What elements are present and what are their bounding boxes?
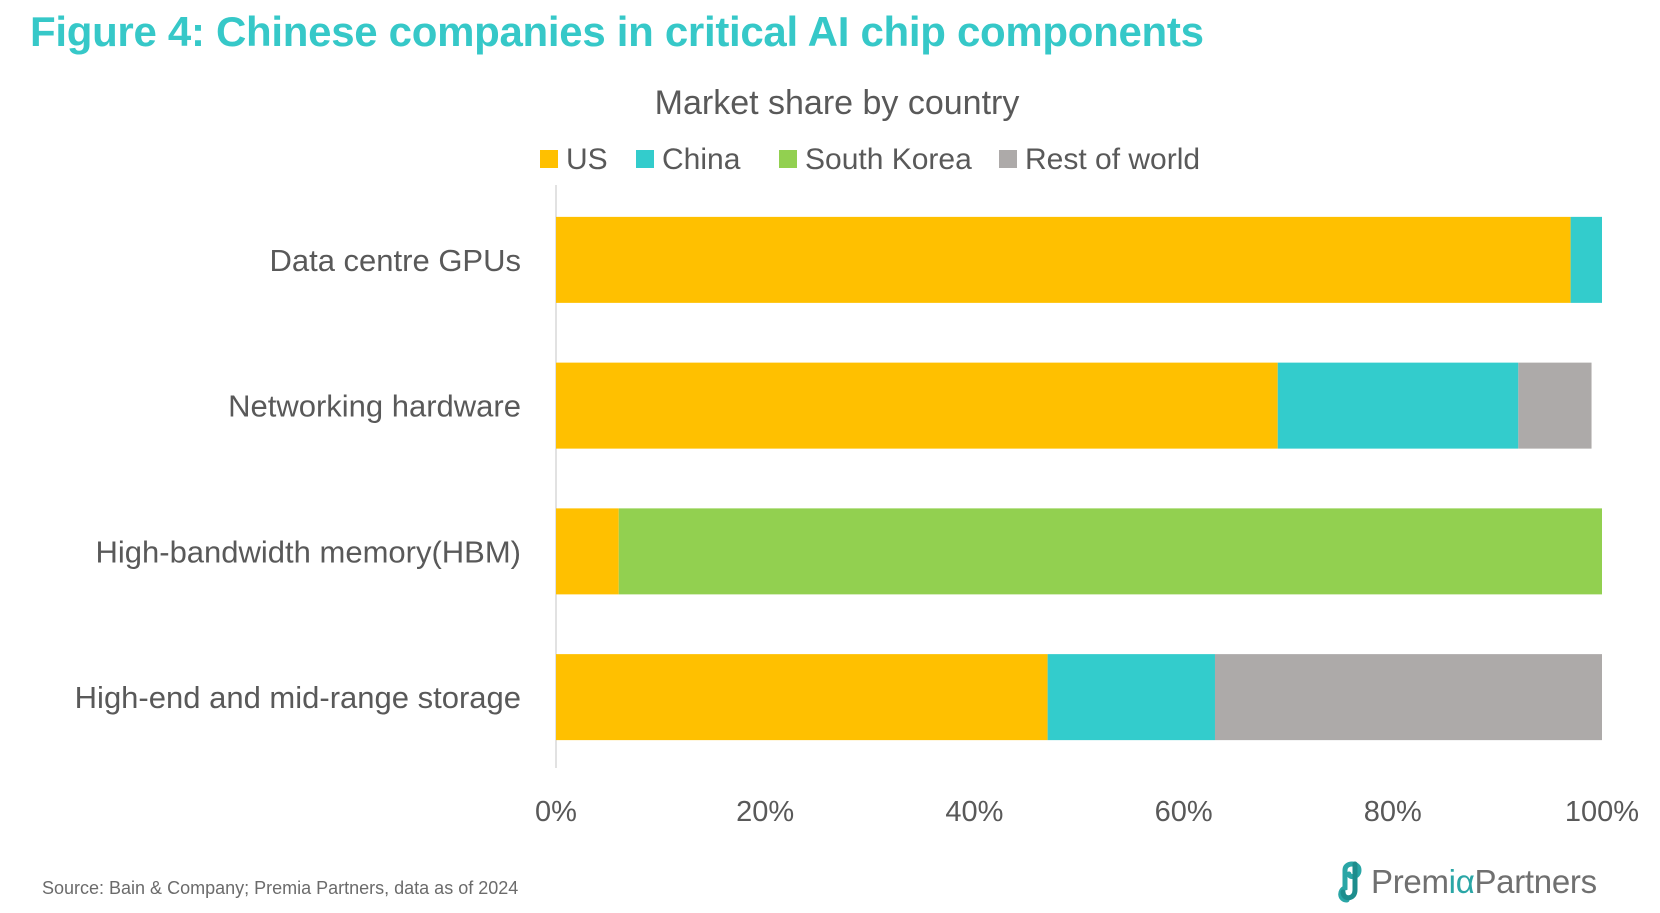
premia-link-icon: [1338, 861, 1362, 903]
category-labels: Data centre GPUs Networking hardware High-…: [75, 243, 521, 715]
legend-item-rest-of-world: Rest of world: [999, 143, 1200, 176]
x-tick-label: 80%: [1364, 796, 1422, 828]
legend-label: US: [566, 143, 608, 176]
logo-alpha: iα: [1448, 863, 1475, 900]
bar-segment-rest-of-world: [1214, 654, 1602, 741]
bar-group: [556, 654, 1602, 741]
bar-group: [556, 508, 1602, 595]
category-label: Networking hardware: [228, 389, 521, 424]
legend-swatch: [999, 150, 1017, 168]
category-label: Data centre GPUs: [269, 243, 521, 278]
legend-swatch: [779, 150, 797, 168]
bar-group: [556, 216, 1602, 303]
bar-segment-south-korea: [618, 508, 1602, 595]
chart-title: Market share by country: [655, 84, 1020, 122]
category-label: High-bandwidth memory(HBM): [95, 534, 521, 569]
legend-label: China: [662, 143, 741, 176]
legend-item-south-korea: South Korea: [779, 143, 972, 176]
logo-suffix: Partners: [1474, 863, 1597, 900]
figure-title: Figure 4: Chinese companies in critical …: [30, 8, 1204, 55]
x-tick-label: 20%: [736, 796, 794, 828]
legend: US China South Korea Rest of world: [540, 143, 1200, 176]
x-tick-label: 100%: [1565, 796, 1639, 828]
legend-item-china: China: [636, 143, 741, 176]
bar-segment-china: [1277, 362, 1519, 449]
source-note: Source: Bain & Company; Premia Partners,…: [42, 878, 519, 898]
bars: [556, 216, 1602, 741]
bar-segment-rest-of-world: [1518, 362, 1592, 449]
legend-swatch: [636, 150, 654, 168]
bar-segment-china: [1570, 216, 1602, 303]
logo-prefix: Prem: [1371, 863, 1449, 900]
x-tick-label: 60%: [1155, 796, 1213, 828]
x-tick-label: 0%: [535, 796, 577, 828]
legend-item-us: US: [540, 143, 608, 176]
premia-partners-logo: PremiαPartners: [1335, 858, 1597, 906]
bar-segment-us: [556, 216, 1571, 303]
bar-segment-us: [556, 508, 619, 595]
legend-swatch: [540, 150, 558, 168]
category-label: High-end and mid-range storage: [75, 680, 521, 715]
legend-label: South Korea: [805, 143, 972, 176]
bar-segment-us: [556, 654, 1048, 741]
bar-group: [556, 362, 1592, 449]
stacked-bar-chart: Market share by country US China South Kor…: [75, 84, 1639, 828]
logo-text: PremiαPartners: [1371, 863, 1597, 901]
bar-segment-us: [556, 362, 1278, 449]
x-tick-label: 40%: [945, 796, 1003, 828]
legend-label: Rest of world: [1025, 143, 1200, 176]
x-axis-ticks: 0% 20% 40% 60% 80% 100%: [535, 796, 1639, 828]
bar-segment-china: [1047, 654, 1215, 741]
